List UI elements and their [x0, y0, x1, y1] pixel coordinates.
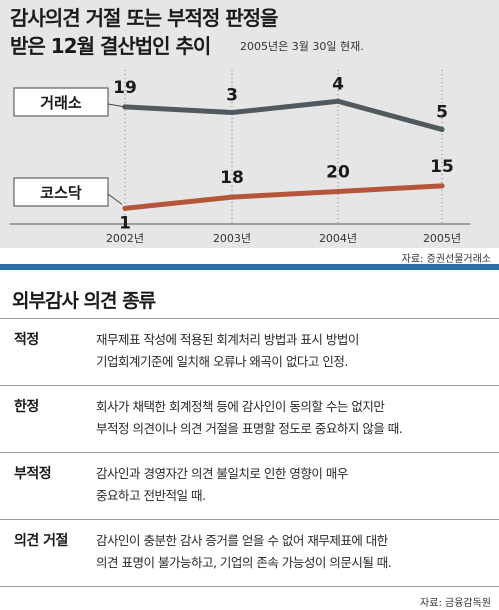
opinion-description-line: 감사인과 경영자간 의견 불일치로 인한 영향이 매우 — [96, 466, 348, 481]
section-divider — [0, 264, 499, 270]
opinion-row: 의견 거절 감사인이 충분한 감사 증거를 얻을 수 없어 재무제표에 대한 의… — [0, 519, 499, 587]
opinion-description: 회사가 채택한 회계정책 등에 감사인이 동의할 수는 없지만 부적정 의견이나… — [96, 396, 492, 440]
opinion-description-line: 부적정 의견이나 의견 거절을 표명할 정도로 중요하지 않을 때. — [96, 421, 403, 436]
opinion-row: 부적정 감사인과 경영자간 의견 불일치로 인한 영향이 매우 중요하고 전반적… — [0, 452, 499, 519]
opinion-description: 감사인이 충분한 감사 증거를 얻을 수 없어 재무제표에 대한 의견 표명이 … — [96, 530, 492, 574]
opinion-term: 적정 — [14, 332, 39, 348]
legend-label: 코스닥 — [40, 184, 82, 202]
data-point — [122, 205, 128, 211]
opinion-description: 감사인과 경영자간 의견 불일치로 인한 영향이 매우 중요하고 전반적일 때. — [96, 463, 492, 507]
data-point — [335, 98, 341, 104]
opinion-term: 한정 — [14, 399, 39, 415]
data-point — [439, 126, 445, 132]
x-tick-label: 2005년 — [423, 232, 461, 245]
x-tick-label: 2004년 — [319, 232, 357, 245]
opinion-term: 부적정 — [14, 466, 52, 482]
data-label: 1 — [119, 213, 131, 233]
opinion-term: 의견 거절 — [14, 533, 68, 549]
chart-panel: 감사의견 거절 또는 부적정 판정을 받은 12월 결산법인 추이 2005년은… — [0, 0, 499, 248]
legend-box — [13, 87, 109, 117]
data-point — [439, 183, 445, 189]
series-line — [122, 98, 445, 132]
legend-label: 거래소 — [40, 94, 82, 112]
opinion-description-line: 중요하고 전반적일 때. — [96, 488, 206, 503]
data-label: 18 — [220, 168, 244, 188]
opinion-description-line: 재무제표 작성에 적용된 회계처리 방법과 표시 방법이 — [96, 332, 359, 347]
chart-source: 자료: 증권선물거래소 — [401, 254, 491, 265]
opinion-description-line: 의견 표명이 불가능하고, 기업의 존속 가능성이 의문시될 때. — [96, 555, 392, 570]
legend-leader-line — [107, 193, 123, 205]
data-label: 3 — [226, 86, 238, 106]
legend-leader-line — [107, 103, 126, 108]
data-label: 20 — [326, 162, 350, 182]
opinion-row: 한정 회사가 채택한 회계정책 등에 감사인이 동의할 수는 없지만 부적정 의… — [0, 385, 499, 452]
legend-box — [13, 177, 109, 207]
x-tick-label: 2002년 — [106, 232, 144, 245]
chart-title-line2: 받은 12월 결산법인 추이 — [10, 34, 211, 58]
data-point — [229, 110, 235, 116]
opinion-description-line: 회사가 채택한 회계정책 등에 감사인이 동의할 수는 없지만 — [96, 399, 385, 414]
data-label: 4 — [332, 74, 344, 94]
chart-title-line1: 감사의견 거절 또는 부적정 판정을 — [10, 6, 278, 30]
x-tick-label: 2003년 — [213, 232, 251, 245]
data-label: 5 — [436, 102, 448, 122]
opinion-types-table: 적정 재무제표 작성에 적용된 회계처리 방법과 표시 방법이 기업회계기준에 … — [0, 318, 499, 587]
opinion-description: 재무제표 작성에 적용된 회계처리 방법과 표시 방법이 기업회계기준에 일치해… — [96, 329, 492, 373]
table-source: 자료: 금융감독원 — [420, 598, 491, 609]
data-label: 15 — [430, 157, 454, 177]
opinion-row: 적정 재무제표 작성에 적용된 회계처리 방법과 표시 방법이 기업회계기준에 … — [0, 318, 499, 385]
data-label: 19 — [113, 78, 137, 98]
series-line — [122, 183, 445, 211]
section-title: 외부감사 의견 종류 — [12, 290, 156, 312]
data-point — [229, 194, 235, 200]
as-of-note: 2005년은 3월 30일 현재. — [240, 40, 364, 53]
opinion-description-line: 기업회계기준에 일치해 오류나 왜곡이 없다고 인정. — [96, 354, 348, 369]
data-point — [335, 188, 341, 194]
opinion-description-line: 감사인이 충분한 감사 증거를 얻을 수 없어 재무제표에 대한 — [96, 533, 388, 548]
